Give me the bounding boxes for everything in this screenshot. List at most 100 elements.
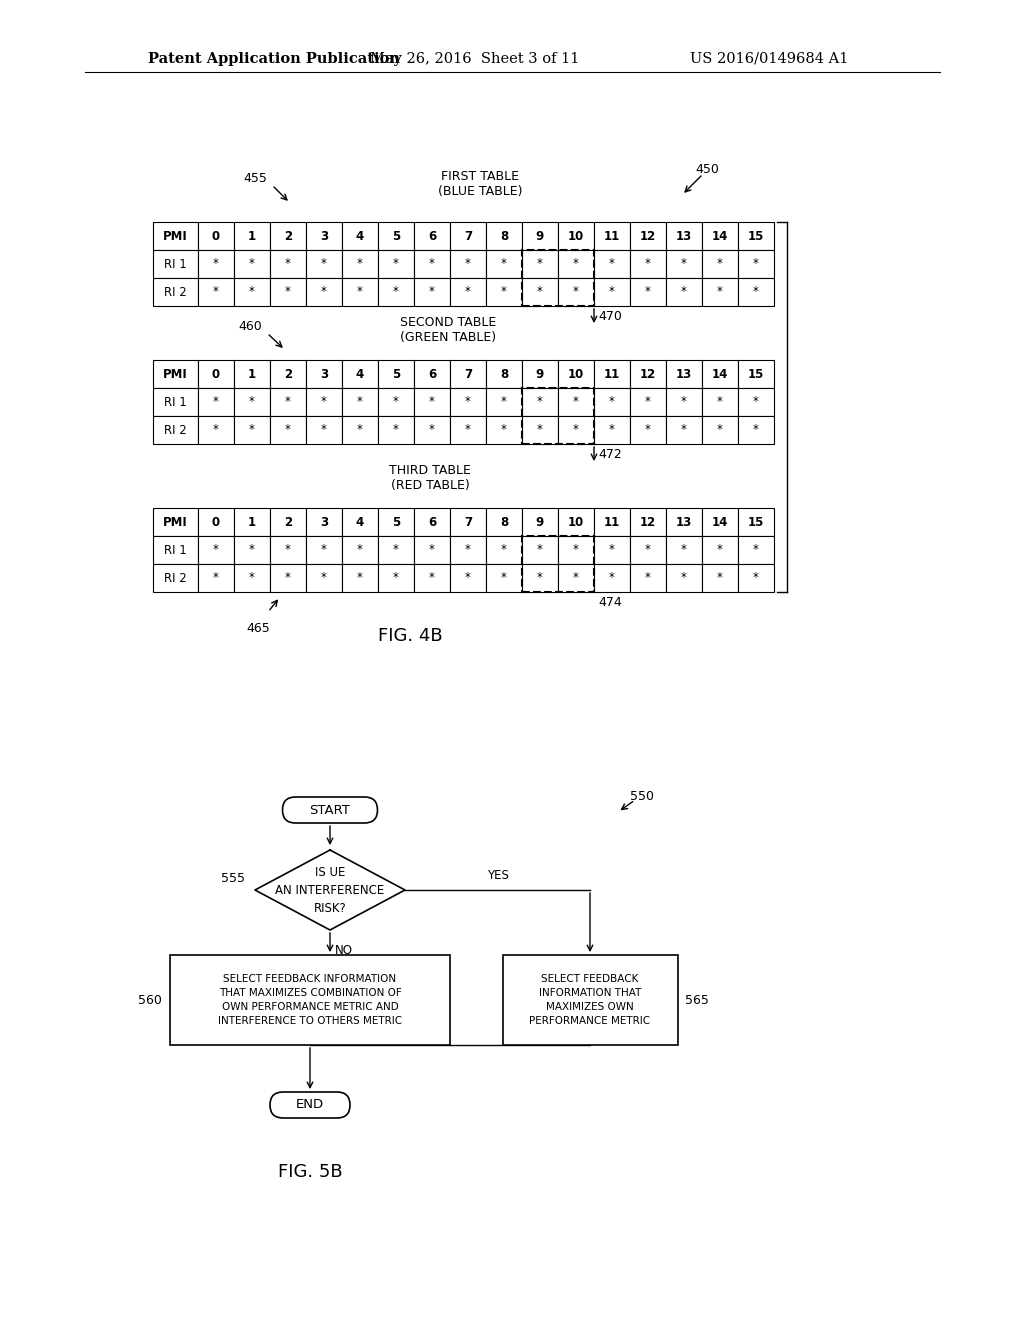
Bar [558,564,594,591]
Bar [666,564,702,591]
Text: (RED TABLE): (RED TABLE) [390,479,469,492]
Bar [414,360,450,388]
Text: 9: 9 [536,516,544,528]
Text: *: * [357,424,362,437]
Bar [450,416,486,444]
Text: PMI: PMI [163,230,187,243]
Text: *: * [753,424,759,437]
Bar [270,222,306,249]
Text: *: * [429,396,435,408]
Bar [630,416,666,444]
Text: 0: 0 [212,367,220,380]
Text: *: * [249,424,255,437]
Text: 565: 565 [685,994,710,1006]
Bar [270,279,306,306]
Text: 12: 12 [640,230,656,243]
Bar [234,564,270,591]
Text: START: START [309,804,350,817]
Text: 3: 3 [319,230,328,243]
Bar [234,360,270,388]
Bar [558,222,594,249]
Text: *: * [501,285,507,298]
Text: 9: 9 [536,367,544,380]
Bar [306,564,342,591]
Text: *: * [717,285,723,298]
Bar [342,360,378,388]
Text: END: END [296,1098,324,1111]
Bar [486,536,522,564]
Text: SELECT FEEDBACK
INFORMATION THAT
MAXIMIZES OWN
PERFORMANCE METRIC: SELECT FEEDBACK INFORMATION THAT MAXIMIZ… [529,974,650,1026]
Text: *: * [681,572,687,585]
Text: *: * [537,424,543,437]
Bar [522,536,558,564]
Text: *: * [465,285,471,298]
Bar [666,388,702,416]
Text: *: * [393,544,399,557]
Text: 8: 8 [500,230,508,243]
Bar [630,388,666,416]
Bar [450,536,486,564]
Bar [450,564,486,591]
Text: 4: 4 [356,367,365,380]
Text: *: * [213,572,219,585]
Bar [558,536,594,564]
Bar [198,360,234,388]
Text: 11: 11 [604,230,621,243]
Text: *: * [501,572,507,585]
Bar [342,222,378,249]
Text: *: * [753,285,759,298]
Text: *: * [717,544,723,557]
Bar [198,416,234,444]
Text: 14: 14 [712,367,728,380]
Text: *: * [213,424,219,437]
Text: *: * [213,544,219,557]
Text: *: * [501,257,507,271]
Text: 3: 3 [319,367,328,380]
Text: RI 1: RI 1 [164,396,186,408]
Text: *: * [465,572,471,585]
Text: *: * [717,396,723,408]
Bar [270,360,306,388]
Text: RI 1: RI 1 [164,544,186,557]
Text: 5: 5 [392,516,400,528]
Bar [522,564,558,591]
Bar [738,222,774,249]
Bar [153,279,198,306]
Text: 15: 15 [748,230,764,243]
Text: 465: 465 [246,622,270,635]
Polygon shape [255,850,406,931]
Bar [702,508,738,536]
Bar [270,564,306,591]
Bar [702,536,738,564]
Text: *: * [717,257,723,271]
Bar [738,388,774,416]
Text: FIG. 4B: FIG. 4B [378,627,442,645]
Bar [414,279,450,306]
Bar [234,416,270,444]
Bar [153,360,198,388]
Text: *: * [681,396,687,408]
Text: 6: 6 [428,367,436,380]
Text: *: * [537,257,543,271]
Bar [702,416,738,444]
Text: *: * [645,285,651,298]
Bar [378,249,414,279]
Text: *: * [393,572,399,585]
Text: 7: 7 [464,230,472,243]
Bar [306,249,342,279]
Bar [522,508,558,536]
Text: 13: 13 [676,516,692,528]
Bar [170,954,450,1045]
Bar [153,222,198,249]
Text: *: * [681,257,687,271]
Text: 1: 1 [248,230,256,243]
Bar [234,536,270,564]
Bar [414,249,450,279]
Text: 11: 11 [604,516,621,528]
Text: *: * [429,257,435,271]
Text: 12: 12 [640,367,656,380]
Text: 15: 15 [748,367,764,380]
Bar [306,279,342,306]
Bar [630,536,666,564]
Bar [486,360,522,388]
